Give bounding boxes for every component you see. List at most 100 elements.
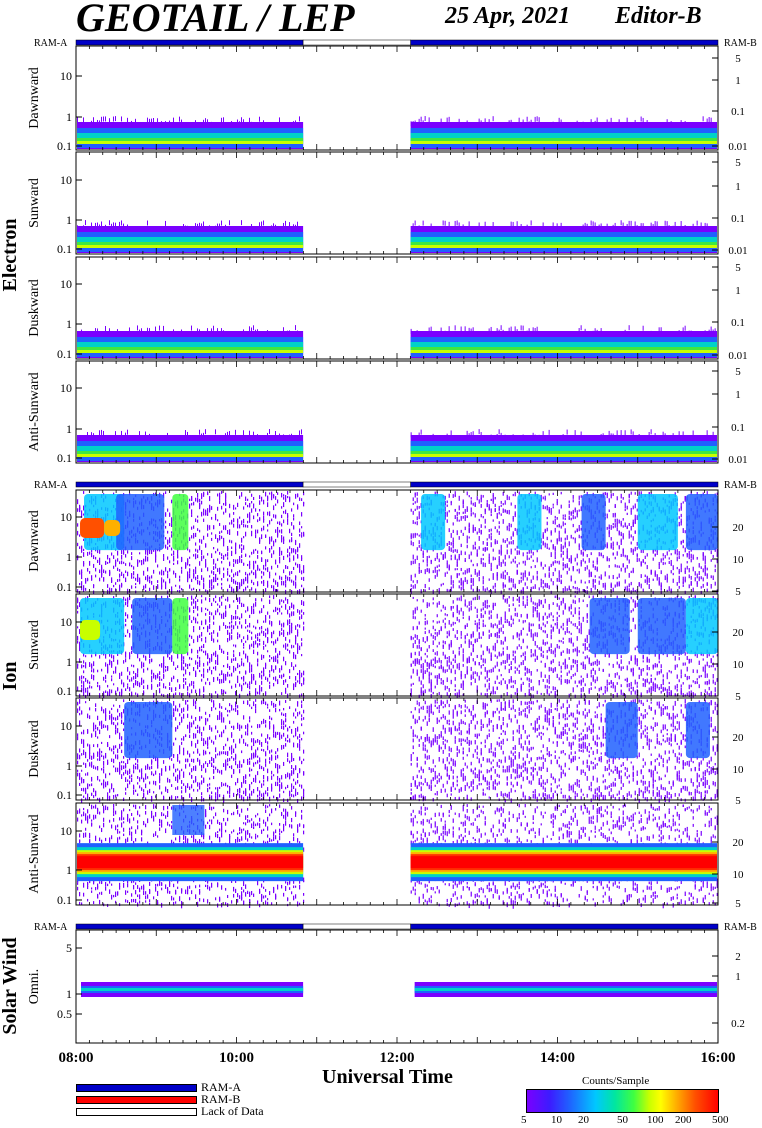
ion-speck xyxy=(614,515,616,518)
ion-speck xyxy=(584,589,586,593)
ion-speck xyxy=(506,496,508,501)
ion-speck xyxy=(480,530,482,535)
ion-speck xyxy=(422,684,424,689)
ion-speck xyxy=(442,554,444,558)
ion-speck xyxy=(564,586,566,592)
ion-speck xyxy=(490,513,492,517)
ion-speck xyxy=(504,561,506,567)
ion-speck xyxy=(265,588,267,593)
electron-speck xyxy=(458,222,460,228)
ion-speck xyxy=(143,558,145,561)
ion-speck xyxy=(281,599,283,602)
ion-speck xyxy=(243,545,245,550)
electron-speck xyxy=(165,220,166,226)
ion-speck xyxy=(568,585,570,591)
ion-speck xyxy=(81,549,83,553)
ion-speck xyxy=(590,571,592,577)
ion-speck xyxy=(277,526,279,532)
electron-speck xyxy=(708,329,710,335)
electron-speck xyxy=(500,432,502,438)
ion-speck xyxy=(564,563,566,569)
electron-speck xyxy=(516,221,518,227)
ion-speck xyxy=(83,585,85,590)
ion-speck xyxy=(217,493,219,497)
ion-speck xyxy=(81,571,83,576)
ion-speck xyxy=(303,569,305,574)
ion-speck xyxy=(241,676,243,680)
ion-speck xyxy=(261,686,263,692)
ion-speck xyxy=(87,679,89,684)
ion-speck xyxy=(155,554,157,560)
ion-speck xyxy=(125,577,127,583)
ion-speck xyxy=(299,676,301,680)
ion-speck xyxy=(195,603,197,609)
ion-speck xyxy=(428,569,430,574)
ion-speck xyxy=(145,656,147,660)
electron-speck xyxy=(253,431,254,437)
ion-speck xyxy=(450,542,452,546)
ion-speck xyxy=(125,563,127,566)
ion-speck xyxy=(646,575,648,579)
ion-speck xyxy=(207,608,209,612)
ram-bar-b-0 xyxy=(410,39,719,46)
ion-speck xyxy=(436,645,438,648)
electron-speck xyxy=(536,326,538,332)
electron-speck xyxy=(628,325,630,331)
ion-speck xyxy=(201,568,203,573)
ion-speck xyxy=(237,571,239,577)
ion-speck xyxy=(245,626,247,629)
electron-speck xyxy=(472,431,474,437)
ion-speck xyxy=(279,633,281,637)
ion-speck xyxy=(207,524,209,529)
ion-speck xyxy=(478,571,480,576)
ion-speck xyxy=(670,553,672,556)
electron-speck xyxy=(534,434,536,440)
ion-speck xyxy=(165,536,167,540)
ion-speck xyxy=(77,605,79,610)
ion-speck xyxy=(267,496,269,502)
electron-speck xyxy=(137,325,138,331)
ion-speck xyxy=(245,496,247,501)
ion-speck xyxy=(636,557,638,563)
ion-speck xyxy=(490,532,492,536)
ion-speck xyxy=(614,503,616,508)
ion-speck xyxy=(169,544,171,548)
electron-speck xyxy=(201,433,202,439)
ion-speck xyxy=(119,578,121,582)
ion-speck xyxy=(289,558,291,563)
y2-tick-label: 0.01 xyxy=(728,350,747,362)
ion-speck xyxy=(550,590,552,596)
ion-speck xyxy=(716,559,718,564)
ion-speck xyxy=(261,598,263,602)
ion-speck xyxy=(135,680,137,686)
ion-speck xyxy=(287,518,289,523)
ion-speck xyxy=(187,686,189,691)
ion-speck xyxy=(412,497,414,502)
ion-speck xyxy=(578,534,580,539)
ion-speck xyxy=(223,665,225,668)
ion-speck xyxy=(137,669,139,673)
electron-speck xyxy=(223,117,224,123)
ion-speck xyxy=(520,579,522,583)
ion-speck xyxy=(293,651,295,656)
ion-speck xyxy=(652,578,654,581)
ion-speck xyxy=(301,512,303,517)
ion-speck xyxy=(410,574,412,578)
ion-speck xyxy=(245,586,247,591)
ion-speck xyxy=(219,531,221,535)
ion-speck xyxy=(640,583,642,589)
ion-speck xyxy=(295,636,297,642)
electron-speck xyxy=(225,224,226,230)
electron-speck xyxy=(127,224,128,230)
ion-speck xyxy=(85,694,87,699)
ion-speck xyxy=(299,675,301,679)
ion-speck xyxy=(420,656,422,661)
ion-speck xyxy=(580,549,582,555)
ion-speck xyxy=(225,678,227,681)
ion-speck xyxy=(153,549,155,552)
ion-speck xyxy=(289,613,291,618)
ion-speck xyxy=(690,581,692,586)
ion-speck xyxy=(203,535,205,540)
electron-speck xyxy=(706,223,708,229)
ion-speck xyxy=(576,555,578,559)
